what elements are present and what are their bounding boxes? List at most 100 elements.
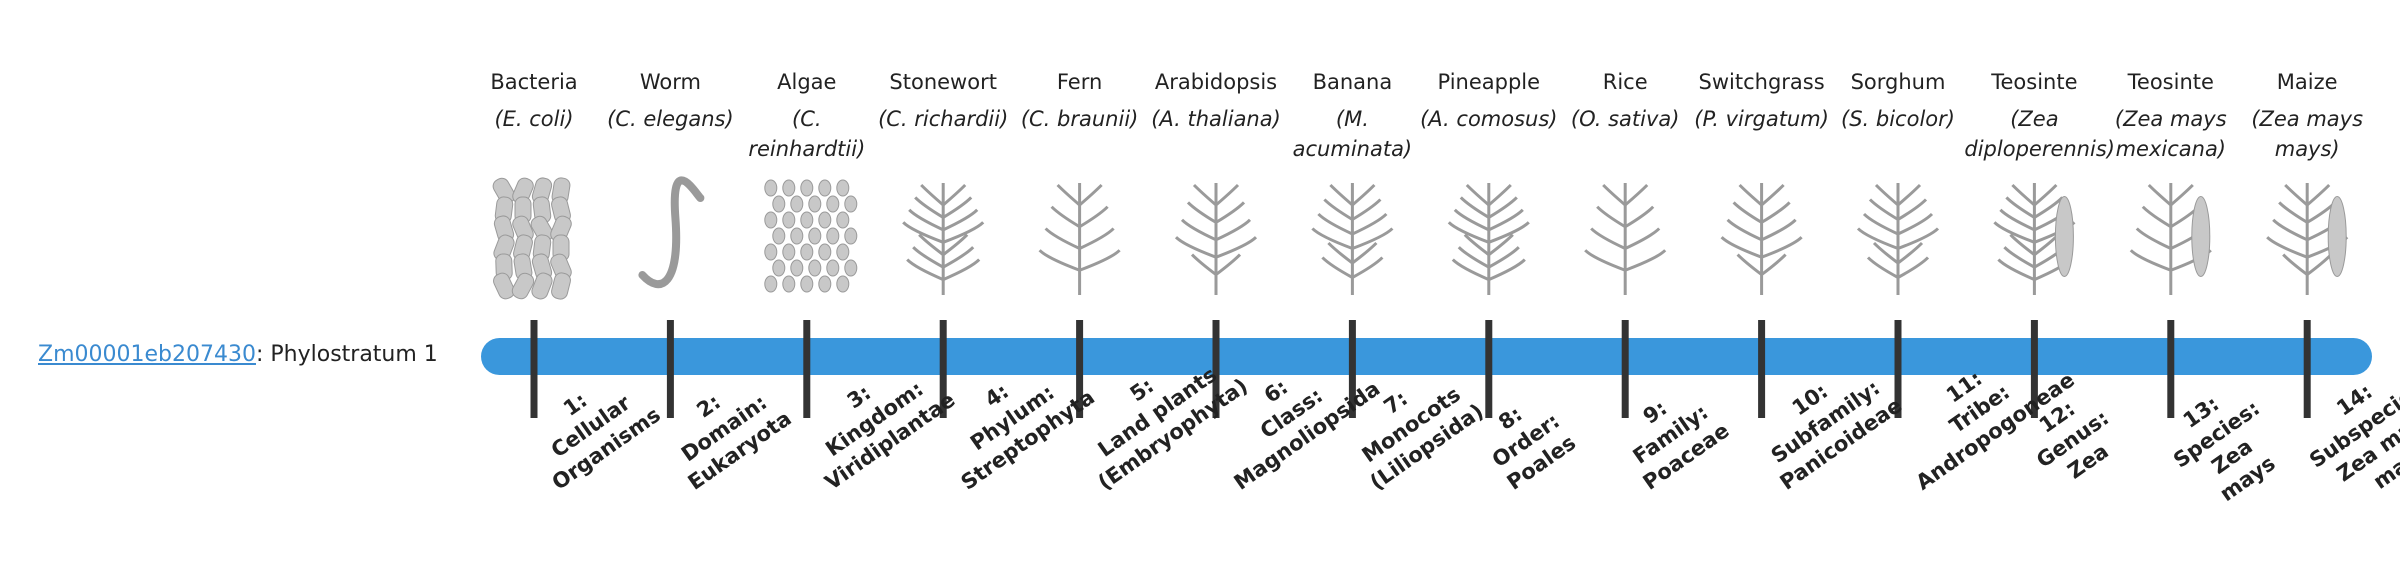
alga [826,195,840,213]
leaf [1487,233,1514,256]
leaf [1872,241,1899,265]
alga [818,275,832,293]
leaf [2266,236,2308,259]
gene-label: Zm00001eb207430: Phylostratum 1 [38,338,438,372]
illustration [638,176,705,289]
organism: Switchgrass (P. virgatum) [1692,64,1832,134]
leaf [2005,196,2036,219]
alga [826,259,840,277]
alga [764,179,778,197]
alga [782,211,796,229]
leaf [2003,246,2036,269]
organism-name: Teosinte [1991,70,2078,94]
leaf [2011,183,2036,207]
alga [808,259,822,277]
species-name: (E. coli) [494,107,574,131]
leaf [1317,212,1354,236]
leaf [1897,183,1922,207]
alga [836,179,850,197]
leaf [1488,196,1518,219]
organism: Bacteria (E. coli) [464,64,604,134]
leaf [1351,183,1376,207]
leaf [1868,198,1899,221]
leaf [1453,208,1490,232]
organism: Worm (C. elegans) [600,64,740,134]
alga [818,211,832,229]
leaf [906,258,944,281]
alga [772,259,786,277]
leaf [1351,198,1382,221]
leaf [1624,183,1649,207]
leaf [1351,256,1384,279]
organism-name: Banana [1312,70,1393,94]
leaf [1351,212,1388,236]
alga [772,195,786,213]
leaf [1078,183,1103,207]
species-name: (P. virgatum) [1694,107,1829,131]
alga [790,195,804,213]
leaf [2306,253,2333,276]
alga [836,243,850,261]
leaf [1329,183,1354,207]
organism: Maize (Zea mays mays) [2237,64,2377,164]
illustration [2129,183,2212,295]
leaf [1760,201,1791,224]
leaf [914,196,944,219]
alga [800,211,814,229]
leaf [908,208,944,232]
alga [790,259,804,277]
alga [764,275,778,293]
leaf [2282,253,2309,276]
phylostratum-text: : Phylostratum 1 [255,342,438,367]
cell [511,272,535,300]
leaf [902,221,944,244]
cob [2191,196,2211,277]
illustration [1038,183,1121,295]
alga [764,211,778,229]
leaf [1351,241,1378,265]
alga [844,259,858,277]
species-name: (O. sativa) [1570,107,1680,131]
alga [844,195,858,213]
illustration [764,179,858,293]
leaf [1866,256,1899,279]
organism-name: Rice [1602,70,1648,94]
leaf [1174,236,1217,259]
alga [818,179,832,197]
organism-name: Arabidopsis [1154,70,1278,94]
leaf [1351,227,1394,250]
leaf [1738,183,1763,207]
leaf [942,208,979,232]
leaf [1311,227,1353,250]
leaf [1180,218,1217,242]
alga [782,179,796,197]
illustration [902,183,985,295]
alga [818,243,832,261]
leaf [1596,205,1626,229]
leaf [942,183,967,207]
leaf [1726,218,1763,242]
leaf [1761,236,1803,259]
illustration [1856,183,1940,295]
organism: Teosinte (Zea diploperennis) [1964,64,2115,164]
leaf [1078,227,1115,250]
leaf [1760,218,1797,242]
leaf [1584,249,1626,272]
leaf [1078,205,1109,229]
leaf [2284,183,2309,207]
leaf [1190,253,1217,276]
leaf [1602,183,1627,207]
gene-link[interactable]: Zm00001eb207430 [38,342,256,367]
leaf [1488,246,1520,269]
leaf [2009,233,2036,256]
leaf [2033,183,2058,207]
cob [2054,196,2074,277]
leaf [1999,208,2036,232]
leaf [1056,183,1081,207]
leaf [1038,249,1081,272]
alga [800,243,814,261]
leaf [1720,236,1763,259]
organism-name: Teosinte [2127,70,2214,94]
leaf [1897,241,1924,265]
leaf [942,258,981,281]
